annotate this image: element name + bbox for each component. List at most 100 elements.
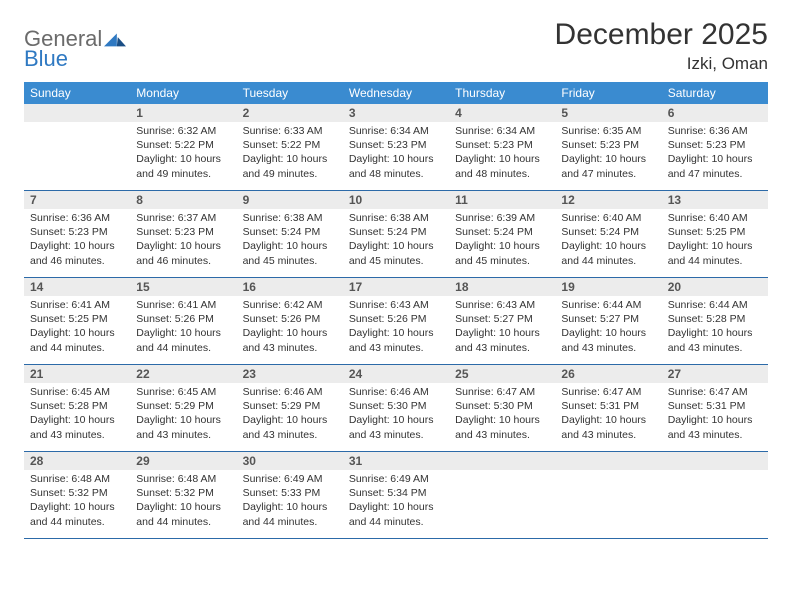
week-row: 21Sunrise: 6:45 AMSunset: 5:28 PMDayligh… [24,365,768,452]
sunset-text: Sunset: 5:23 PM [30,225,124,239]
calendar-cell: 20Sunrise: 6:44 AMSunset: 5:28 PMDayligh… [662,278,768,364]
title-block: December 2025 Izki, Oman [555,18,768,74]
sunrise-text: Sunrise: 6:41 AM [136,298,230,312]
sunrise-text: Sunrise: 6:45 AM [136,385,230,399]
daylight-text: Daylight: 10 hours and 43 minutes. [136,413,230,441]
sunset-text: Sunset: 5:27 PM [561,312,655,326]
day-number: 28 [24,452,130,470]
sunrise-text: Sunrise: 6:43 AM [349,298,443,312]
daylight-text: Daylight: 10 hours and 43 minutes. [349,326,443,354]
daylight-text: Daylight: 10 hours and 49 minutes. [243,152,337,180]
calendar-cell: 4Sunrise: 6:34 AMSunset: 5:23 PMDaylight… [449,104,555,190]
sunset-text: Sunset: 5:32 PM [30,486,124,500]
sunset-text: Sunset: 5:23 PM [455,138,549,152]
cell-body: Sunrise: 6:46 AMSunset: 5:29 PMDaylight:… [237,383,343,446]
cell-body: Sunrise: 6:37 AMSunset: 5:23 PMDaylight:… [130,209,236,272]
calendar-cell: 1Sunrise: 6:32 AMSunset: 5:22 PMDaylight… [130,104,236,190]
weeks-container: 1Sunrise: 6:32 AMSunset: 5:22 PMDaylight… [24,104,768,539]
day-number: 22 [130,365,236,383]
calendar-cell: 2Sunrise: 6:33 AMSunset: 5:22 PMDaylight… [237,104,343,190]
daylight-text: Daylight: 10 hours and 44 minutes. [668,239,762,267]
daylight-text: Daylight: 10 hours and 49 minutes. [136,152,230,180]
calendar: Sunday Monday Tuesday Wednesday Thursday… [24,82,768,539]
cell-body: Sunrise: 6:44 AMSunset: 5:27 PMDaylight:… [555,296,661,359]
day-number: 3 [343,104,449,122]
cell-body: Sunrise: 6:38 AMSunset: 5:24 PMDaylight:… [343,209,449,272]
day-number: 11 [449,191,555,209]
cell-body: Sunrise: 6:45 AMSunset: 5:28 PMDaylight:… [24,383,130,446]
daylight-text: Daylight: 10 hours and 44 minutes. [349,500,443,528]
sunrise-text: Sunrise: 6:36 AM [30,211,124,225]
sunrise-text: Sunrise: 6:38 AM [243,211,337,225]
month-title: December 2025 [555,18,768,52]
calendar-cell: 8Sunrise: 6:37 AMSunset: 5:23 PMDaylight… [130,191,236,277]
day-number: 17 [343,278,449,296]
day-number: 15 [130,278,236,296]
sunrise-text: Sunrise: 6:45 AM [30,385,124,399]
cell-body [449,470,555,476]
cell-body: Sunrise: 6:43 AMSunset: 5:26 PMDaylight:… [343,296,449,359]
cell-body: Sunrise: 6:36 AMSunset: 5:23 PMDaylight:… [662,122,768,185]
calendar-cell: 11Sunrise: 6:39 AMSunset: 5:24 PMDayligh… [449,191,555,277]
daylight-text: Daylight: 10 hours and 43 minutes. [668,326,762,354]
calendar-cell: 21Sunrise: 6:45 AMSunset: 5:28 PMDayligh… [24,365,130,451]
sunset-text: Sunset: 5:32 PM [136,486,230,500]
calendar-cell: 30Sunrise: 6:49 AMSunset: 5:33 PMDayligh… [237,452,343,538]
sunset-text: Sunset: 5:24 PM [243,225,337,239]
calendar-cell: 23Sunrise: 6:46 AMSunset: 5:29 PMDayligh… [237,365,343,451]
daylight-text: Daylight: 10 hours and 43 minutes. [243,326,337,354]
logo-mark-icon [104,31,126,47]
daylight-text: Daylight: 10 hours and 43 minutes. [30,413,124,441]
week-row: 28Sunrise: 6:48 AMSunset: 5:32 PMDayligh… [24,452,768,539]
sunrise-text: Sunrise: 6:47 AM [455,385,549,399]
sunset-text: Sunset: 5:26 PM [243,312,337,326]
calendar-cell: 15Sunrise: 6:41 AMSunset: 5:26 PMDayligh… [130,278,236,364]
sunset-text: Sunset: 5:31 PM [668,399,762,413]
sunset-text: Sunset: 5:30 PM [349,399,443,413]
daylight-text: Daylight: 10 hours and 46 minutes. [136,239,230,267]
cell-body: Sunrise: 6:47 AMSunset: 5:31 PMDaylight:… [662,383,768,446]
daylight-text: Daylight: 10 hours and 45 minutes. [455,239,549,267]
calendar-cell: 6Sunrise: 6:36 AMSunset: 5:23 PMDaylight… [662,104,768,190]
sunset-text: Sunset: 5:28 PM [668,312,762,326]
day-number: 23 [237,365,343,383]
sunset-text: Sunset: 5:23 PM [561,138,655,152]
cell-body: Sunrise: 6:44 AMSunset: 5:28 PMDaylight:… [662,296,768,359]
day-number: 16 [237,278,343,296]
day-number: 8 [130,191,236,209]
sunset-text: Sunset: 5:22 PM [136,138,230,152]
sunrise-text: Sunrise: 6:46 AM [349,385,443,399]
logo-blue-row: Blue [24,46,68,72]
cell-body [555,470,661,476]
calendar-cell: 25Sunrise: 6:47 AMSunset: 5:30 PMDayligh… [449,365,555,451]
cell-body: Sunrise: 6:34 AMSunset: 5:23 PMDaylight:… [343,122,449,185]
daylight-text: Daylight: 10 hours and 43 minutes. [243,413,337,441]
calendar-cell: 26Sunrise: 6:47 AMSunset: 5:31 PMDayligh… [555,365,661,451]
day-number [449,452,555,470]
cell-body: Sunrise: 6:41 AMSunset: 5:25 PMDaylight:… [24,296,130,359]
day-number: 12 [555,191,661,209]
day-header-fri: Friday [555,82,661,104]
daylight-text: Daylight: 10 hours and 43 minutes. [455,413,549,441]
sunset-text: Sunset: 5:23 PM [668,138,762,152]
sunset-text: Sunset: 5:29 PM [243,399,337,413]
calendar-cell: 29Sunrise: 6:48 AMSunset: 5:32 PMDayligh… [130,452,236,538]
week-row: 7Sunrise: 6:36 AMSunset: 5:23 PMDaylight… [24,191,768,278]
daylight-text: Daylight: 10 hours and 44 minutes. [561,239,655,267]
sunrise-text: Sunrise: 6:47 AM [668,385,762,399]
day-number: 5 [555,104,661,122]
day-number: 25 [449,365,555,383]
sunrise-text: Sunrise: 6:36 AM [668,124,762,138]
cell-body: Sunrise: 6:35 AMSunset: 5:23 PMDaylight:… [555,122,661,185]
calendar-cell: 24Sunrise: 6:46 AMSunset: 5:30 PMDayligh… [343,365,449,451]
daylight-text: Daylight: 10 hours and 46 minutes. [30,239,124,267]
calendar-cell: 14Sunrise: 6:41 AMSunset: 5:25 PMDayligh… [24,278,130,364]
daylight-text: Daylight: 10 hours and 43 minutes. [455,326,549,354]
daylight-text: Daylight: 10 hours and 44 minutes. [136,326,230,354]
daylight-text: Daylight: 10 hours and 43 minutes. [668,413,762,441]
cell-body: Sunrise: 6:33 AMSunset: 5:22 PMDaylight:… [237,122,343,185]
day-number: 1 [130,104,236,122]
day-number: 30 [237,452,343,470]
calendar-cell: 5Sunrise: 6:35 AMSunset: 5:23 PMDaylight… [555,104,661,190]
sunrise-text: Sunrise: 6:48 AM [136,472,230,486]
